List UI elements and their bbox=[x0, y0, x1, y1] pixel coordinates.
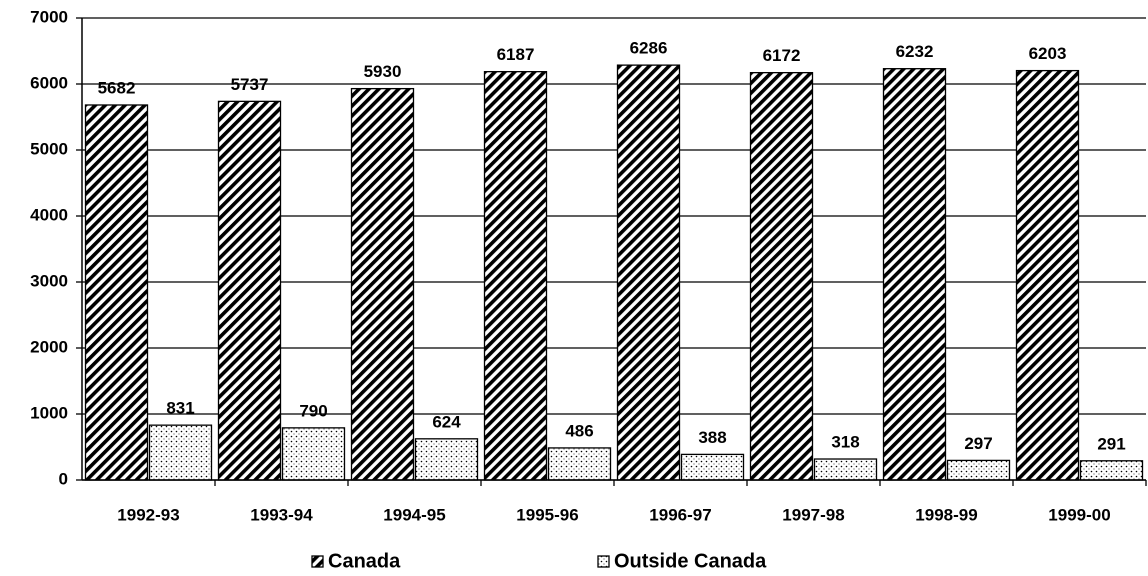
data-label: 297 bbox=[964, 434, 992, 453]
bar bbox=[547, 447, 612, 481]
bar bbox=[680, 453, 745, 481]
data-label: 6232 bbox=[896, 42, 934, 61]
x-tick-label: 1998-99 bbox=[915, 505, 977, 524]
data-label: 6172 bbox=[763, 46, 801, 65]
x-tick-label: 1995-96 bbox=[516, 505, 578, 524]
data-label: 5737 bbox=[231, 75, 269, 94]
x-tick-label: 1992-93 bbox=[117, 505, 179, 524]
legend-label: Outside Canada bbox=[614, 550, 767, 572]
bar bbox=[1079, 460, 1144, 481]
data-label: 291 bbox=[1097, 434, 1125, 453]
x-tick-label: 1996-97 bbox=[649, 505, 711, 524]
data-label: 388 bbox=[698, 428, 726, 447]
y-tick-label: 6000 bbox=[30, 73, 68, 92]
data-label: 831 bbox=[166, 399, 194, 418]
y-tick-label: 5000 bbox=[30, 139, 68, 158]
bar bbox=[350, 87, 415, 481]
bar bbox=[749, 71, 814, 481]
bar bbox=[1015, 69, 1080, 481]
bar bbox=[281, 427, 346, 481]
y-tick-label: 3000 bbox=[30, 271, 68, 290]
data-label: 5682 bbox=[98, 78, 136, 97]
y-tick-label: 0 bbox=[59, 469, 68, 488]
data-label: 6187 bbox=[497, 45, 535, 64]
bar bbox=[84, 104, 149, 481]
data-label: 624 bbox=[432, 412, 461, 431]
x-tick-label: 1994-95 bbox=[383, 505, 445, 524]
legend-swatch bbox=[597, 555, 610, 568]
data-label: 790 bbox=[299, 401, 327, 420]
data-label: 6286 bbox=[630, 39, 668, 58]
data-label: 5930 bbox=[364, 62, 402, 81]
x-tick-label: 1997-98 bbox=[782, 505, 844, 524]
legend-swatch bbox=[311, 555, 324, 568]
bar bbox=[148, 424, 213, 481]
bar bbox=[483, 71, 548, 481]
data-label: 318 bbox=[831, 432, 859, 451]
bar bbox=[217, 100, 282, 481]
bar bbox=[882, 68, 947, 481]
x-tick-label: 1993-94 bbox=[250, 505, 313, 524]
bar bbox=[946, 459, 1011, 481]
bar bbox=[616, 64, 681, 481]
bar bbox=[813, 458, 878, 481]
y-tick-label: 1000 bbox=[30, 403, 68, 422]
y-tick-label: 4000 bbox=[30, 205, 68, 224]
y-tick-label: 7000 bbox=[30, 7, 68, 26]
y-tick-label: 2000 bbox=[30, 337, 68, 356]
data-label: 486 bbox=[565, 421, 593, 440]
data-label: 6203 bbox=[1029, 44, 1067, 63]
bar bbox=[414, 438, 479, 481]
legend-label: Canada bbox=[328, 550, 401, 572]
x-tick-label: 1999-00 bbox=[1048, 505, 1110, 524]
